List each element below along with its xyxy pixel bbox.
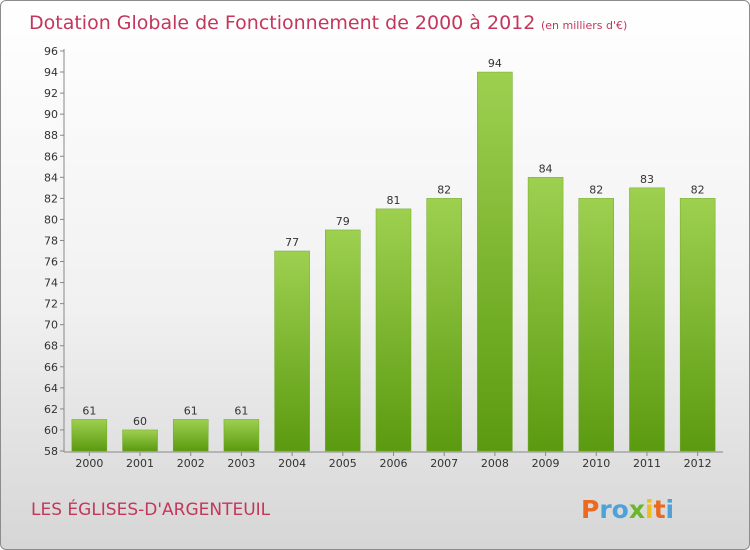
y-tick-label: 90 — [44, 108, 58, 121]
data-label-2011: 83 — [640, 173, 654, 186]
x-tick-label: 2001 — [126, 457, 154, 470]
y-tick-label: 84 — [44, 171, 58, 184]
x-tick-label: 2003 — [227, 457, 255, 470]
data-label-2006: 81 — [387, 194, 401, 207]
x-tick-label: 2006 — [380, 457, 408, 470]
plot-area: 58 60 62 64 66 68 70 72 74 76 78 80 82 84 86 88 90 92 94 96… — [44, 45, 723, 470]
y-tick-label: 92 — [44, 87, 58, 100]
y-axis: 58 60 62 64 66 68 70 72 74 76 78 80 82 84 86 88 90 92 94 96 — [44, 45, 64, 458]
y-tick-label: 82 — [44, 192, 58, 205]
x-tick-label: 2011 — [633, 457, 661, 470]
y-tick-label: 64 — [44, 382, 58, 395]
bar-2005 — [325, 229, 361, 452]
data-label-2012: 82 — [691, 183, 705, 196]
bar-2011 — [629, 187, 665, 452]
y-tick-label: 88 — [44, 129, 58, 142]
bar-2002 — [172, 419, 209, 452]
chart-subtitle: (en milliers d'€) — [541, 19, 627, 32]
x-tick-label: 2005 — [329, 457, 357, 470]
y-tick-label: 94 — [44, 66, 58, 79]
bar-2000 — [71, 419, 108, 452]
bars: 61 60 61 61 77 79 81 82 94 84 82 83 82 — [71, 57, 716, 452]
y-tick-label: 96 — [44, 45, 58, 58]
data-label-2005: 79 — [336, 215, 350, 228]
data-label-2001: 60 — [133, 415, 147, 428]
bar-2009 — [527, 177, 564, 452]
bar-2003 — [223, 419, 260, 452]
y-tick-label: 58 — [44, 445, 58, 458]
data-label-2010: 82 — [589, 183, 603, 196]
x-tick-label: 2012 — [684, 457, 712, 470]
x-tick-label: 2010 — [582, 457, 610, 470]
bar-2006 — [375, 208, 412, 452]
x-tick-label: 2000 — [75, 457, 103, 470]
data-label-2008: 94 — [488, 57, 502, 70]
y-tick-label: 72 — [44, 298, 58, 311]
x-tick-label: 2009 — [532, 457, 560, 470]
bar-2004 — [274, 250, 310, 452]
x-tick-label: 2004 — [278, 457, 306, 470]
data-label-2009: 84 — [539, 162, 553, 175]
y-tick-label: 80 — [44, 213, 58, 226]
bar-2010 — [578, 198, 615, 452]
data-label-2000: 61 — [82, 404, 96, 417]
y-tick-label: 74 — [44, 277, 58, 290]
data-label-2004: 77 — [285, 236, 299, 249]
y-tick-label: 70 — [44, 319, 58, 332]
proxiti-logo: Proxiti — [581, 495, 674, 524]
y-tick-label: 68 — [44, 340, 58, 353]
y-tick-label: 66 — [44, 361, 58, 374]
bar-2012 — [679, 198, 716, 452]
place-name: LES ÉGLISES-D'ARGENTEUIL — [31, 498, 271, 520]
bar-2008 — [477, 71, 513, 452]
y-tick-label: 78 — [44, 234, 58, 247]
data-label-2007: 82 — [437, 183, 451, 196]
chart-title: Dotation Globale de Fonctionnement de 20… — [29, 12, 535, 34]
data-label-2002: 61 — [184, 404, 198, 417]
data-label-2003: 61 — [234, 404, 248, 417]
x-tick-label: 2002 — [177, 457, 205, 470]
x-tick-label: 2007 — [430, 457, 458, 470]
y-tick-label: 86 — [44, 150, 58, 163]
bar-2007 — [426, 198, 462, 452]
x-tick-label: 2008 — [481, 457, 509, 470]
bar-2001 — [122, 429, 158, 452]
y-tick-label: 62 — [44, 403, 58, 416]
x-axis: 2000 2001 2002 2003 2004 2005 2006 2007 2008 2009… — [75, 452, 712, 470]
y-tick-label: 60 — [44, 424, 58, 437]
y-tick-label: 76 — [44, 256, 58, 269]
